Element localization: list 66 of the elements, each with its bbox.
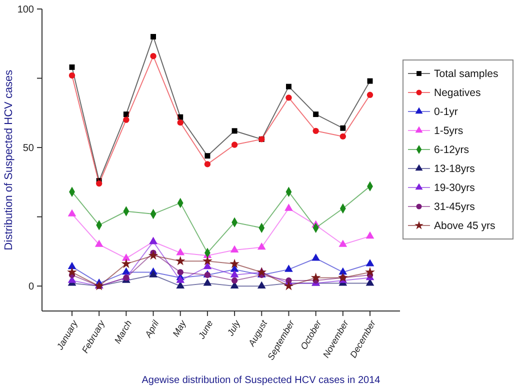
legend-label: 6-12yrs (434, 144, 470, 156)
point (366, 231, 374, 239)
point (340, 133, 346, 140)
point (232, 128, 238, 134)
point (178, 114, 184, 120)
point (230, 258, 240, 268)
point (202, 256, 212, 266)
legend-label: 31-45yrs (434, 201, 475, 214)
point (122, 267, 130, 275)
point (284, 264, 293, 272)
point (68, 209, 76, 216)
legend-label: 13-18yrs (434, 163, 475, 176)
point (176, 276, 185, 283)
point (122, 254, 130, 261)
point (150, 53, 156, 60)
point (313, 112, 319, 118)
point (148, 250, 158, 260)
point (310, 272, 321, 282)
point (149, 270, 158, 278)
point (121, 258, 132, 268)
point (230, 270, 239, 278)
point (231, 277, 238, 284)
legend-label: Above 45 yrs (434, 220, 496, 232)
point (286, 84, 292, 90)
legend-label: Negatives (434, 87, 481, 100)
point (204, 153, 210, 159)
y-tick-label: 0 (28, 282, 34, 293)
point (312, 254, 320, 261)
point (340, 125, 346, 131)
point (230, 245, 239, 252)
point (203, 278, 212, 286)
legend-label: Total samples (434, 68, 498, 80)
legend-label: 19-30yrs (434, 182, 475, 194)
point (123, 112, 129, 118)
y-tick-label: 50 (22, 143, 34, 154)
point (366, 92, 374, 98)
point (175, 256, 186, 266)
point (204, 161, 211, 168)
point (67, 267, 77, 276)
point (150, 34, 156, 40)
y-tick-label: 100 (17, 4, 34, 16)
point (338, 240, 348, 247)
point (338, 267, 348, 275)
point (176, 248, 185, 256)
y-axis-title: Distribution of Suspected HCV cases (3, 69, 15, 250)
point (96, 180, 102, 187)
point (177, 269, 184, 276)
point (366, 259, 374, 266)
point (284, 204, 293, 211)
point (94, 240, 104, 247)
point (69, 64, 75, 70)
point (365, 267, 375, 276)
point (231, 142, 238, 148)
point (312, 128, 319, 134)
legend-label: 0-1yr (434, 106, 458, 118)
point (286, 94, 292, 101)
point (68, 262, 76, 270)
point (367, 78, 373, 84)
point (257, 281, 266, 288)
point (284, 280, 294, 290)
x-axis-title: Agewise distribution of Suspected HCV cases in 2014 (142, 375, 381, 386)
point (177, 120, 184, 126)
legend-label: 1-5yrs (434, 125, 464, 138)
point (257, 242, 266, 250)
point (68, 72, 76, 79)
point (123, 116, 130, 123)
